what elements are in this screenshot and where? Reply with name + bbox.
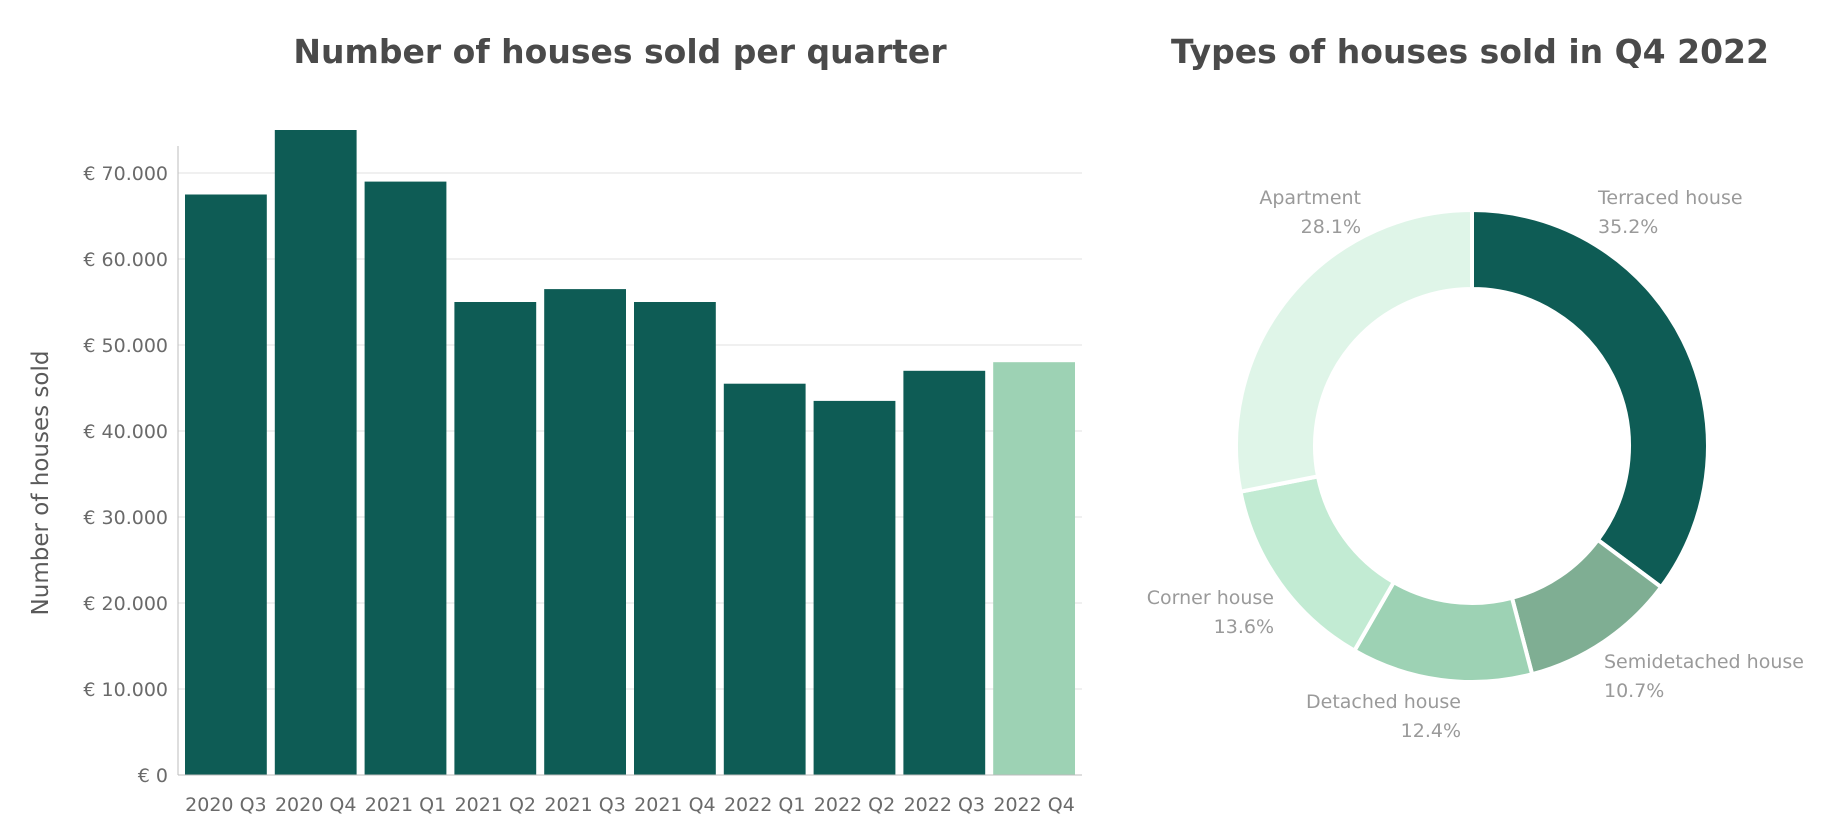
slice-percent: 28.1%	[1301, 216, 1361, 238]
y-tick-label: € 60.000	[83, 249, 168, 271]
bar-chart-title: Number of houses sold per quarter	[293, 32, 947, 71]
bar	[634, 302, 716, 775]
y-tick-label: € 50.000	[83, 335, 168, 357]
bar-y-axis-label: Number of houses sold	[28, 351, 54, 616]
x-tick-label: 2020 Q3	[185, 794, 266, 816]
bar	[903, 370, 986, 775]
donut-slice	[1234, 207, 1474, 495]
x-tick-label: 2022 Q1	[724, 794, 805, 816]
slice-label: Semidetached house	[1604, 651, 1804, 673]
slice-percent: 10.7%	[1604, 680, 1664, 702]
slice-label: Detached house	[1306, 691, 1461, 713]
y-tick-label: € 40.000	[83, 421, 168, 443]
y-tick-label: € 20.000	[83, 593, 168, 615]
bar	[813, 400, 896, 775]
bar	[274, 130, 357, 775]
y-tick-label: € 0	[138, 765, 168, 787]
slice-label: Terraced house	[1597, 187, 1743, 209]
donut-slices	[1234, 207, 1710, 684]
slice-percent: 12.4%	[1401, 720, 1461, 742]
x-tick-label: 2020 Q4	[275, 794, 356, 816]
bar	[364, 181, 447, 776]
donut-chart-title: Types of houses sold in Q4 2022	[1171, 32, 1769, 71]
slice-label: Corner house	[1147, 587, 1274, 609]
bar-series	[185, 130, 1075, 776]
x-tick-label: 2021 Q2	[455, 794, 536, 816]
y-tick-label: € 10.000	[83, 679, 168, 701]
slice-percent: 35.2%	[1598, 216, 1658, 238]
x-tick-label: 2021 Q3	[544, 794, 625, 816]
bar-y-tick-labels: € 0 € 10.000 € 20.000 € 30.000 € 40.000 € 50.…	[83, 163, 168, 787]
bar	[454, 302, 537, 775]
bar	[723, 383, 806, 775]
y-tick-label: € 70.000	[83, 163, 168, 185]
slice-percent: 13.6%	[1214, 616, 1274, 638]
x-tick-label: 2022 Q3	[904, 794, 985, 816]
bar	[185, 194, 267, 775]
bar-x-tick-labels: 2020 Q3 2020 Q4 2021 Q1 2021 Q2 2021 Q3 2021 …	[185, 794, 1075, 816]
donut-slice	[1470, 207, 1710, 590]
x-tick-label: 2022 Q2	[814, 794, 895, 816]
bar	[993, 362, 1075, 775]
x-tick-label: 2021 Q1	[365, 794, 446, 816]
donut-slice-labels: Terraced house 35.2% Semidetached house 10.…	[1147, 187, 1804, 742]
bar	[544, 289, 626, 775]
x-tick-label: 2021 Q4	[634, 794, 715, 816]
x-tick-label: 2022 Q4	[993, 794, 1074, 816]
slice-label: Apartment	[1259, 187, 1361, 209]
y-tick-label: € 30.000	[83, 507, 168, 529]
